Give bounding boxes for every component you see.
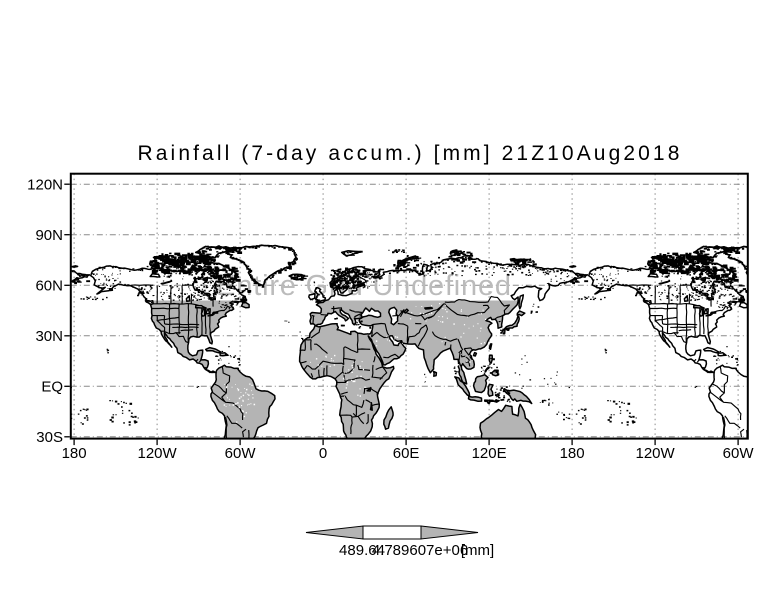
svg-text:180: 180 xyxy=(62,445,87,462)
svg-text:0: 0 xyxy=(319,445,327,462)
svg-text:Rainfall (7-day accum.) [mm] 2: Rainfall (7-day accum.) [mm] 21Z10Aug201… xyxy=(138,142,683,165)
svg-text:[mm]: [mm] xyxy=(461,542,494,559)
svg-text:60W: 60W xyxy=(723,445,755,462)
svg-text:EQ: EQ xyxy=(41,379,63,396)
svg-text:120W: 120W xyxy=(636,445,676,462)
svg-text:60W: 60W xyxy=(225,445,257,462)
svg-text:120E: 120E xyxy=(472,445,507,462)
svg-text:60E: 60E xyxy=(393,445,420,462)
svg-text:60N: 60N xyxy=(35,278,63,295)
svg-text:30N: 30N xyxy=(35,328,63,345)
svg-text:120W: 120W xyxy=(138,445,178,462)
svg-text:120N: 120N xyxy=(27,177,63,194)
svg-text:90N: 90N xyxy=(35,227,63,244)
svg-text:4.789607e+06: 4.789607e+06 xyxy=(372,542,468,559)
svg-text:180: 180 xyxy=(560,445,585,462)
svg-text:489.64: 489.64 xyxy=(339,542,385,559)
svg-text:30S: 30S xyxy=(36,429,63,446)
